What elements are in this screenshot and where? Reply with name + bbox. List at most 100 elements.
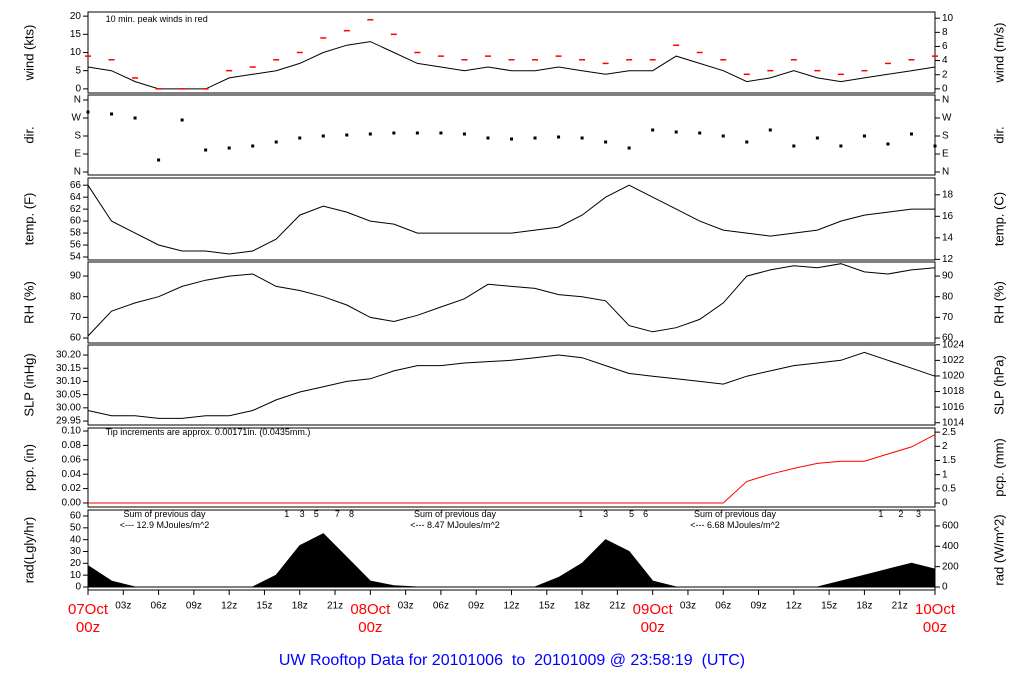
y-tick-label: 15 xyxy=(70,29,82,40)
annotation: 2 xyxy=(898,509,903,519)
y2-tick-label: 14 xyxy=(942,232,954,243)
dir-dot xyxy=(839,144,843,148)
series-area xyxy=(87,533,936,588)
x-tick-label: 15z xyxy=(821,601,837,612)
panel-frame xyxy=(87,427,936,508)
y2-tick-label: 2.5 xyxy=(942,427,956,438)
y-tick-label: 30.15 xyxy=(56,363,81,374)
x-tick-label: 21z xyxy=(327,601,343,612)
series-line xyxy=(87,41,936,90)
x-tick-label: 12z xyxy=(786,601,802,612)
y2-tick-label: S xyxy=(942,131,949,142)
y-tick-label: 60 xyxy=(70,216,82,227)
y2-tick-label: 90 xyxy=(942,271,954,282)
annotation: 1 xyxy=(578,509,583,519)
y2-tick-label: 200 xyxy=(942,561,959,572)
y2-tick-label: 2 xyxy=(942,69,948,80)
y-tick-label: 64 xyxy=(70,192,82,203)
y2-tick-label: 1020 xyxy=(942,371,965,382)
y-tick-label: 50 xyxy=(70,522,82,533)
dir-dot xyxy=(462,132,466,136)
y2-tick-label: 6 xyxy=(942,41,948,52)
x-tick-label: 03z xyxy=(680,601,696,612)
dir-dot xyxy=(227,146,231,150)
y-tick-label: 40 xyxy=(70,534,82,545)
y-tick-label: 60 xyxy=(70,333,82,344)
x-tick-label: 09z xyxy=(750,601,766,612)
y2-tick-label: 12 xyxy=(942,254,954,265)
x-tick-label: 21z xyxy=(609,601,625,612)
y-axis-label: SLP (inHg) xyxy=(21,353,36,416)
y-tick-label: N xyxy=(74,95,81,106)
y-tick-label: 0.00 xyxy=(62,498,82,509)
annotation: 1 xyxy=(284,509,289,519)
y2-tick-label: 2 xyxy=(942,441,948,452)
dir-dot xyxy=(392,131,396,135)
panel-frame xyxy=(87,177,936,261)
y-tick-label: 0.10 xyxy=(62,426,82,437)
dir-dot xyxy=(627,146,631,150)
annotation: 8 xyxy=(349,509,354,519)
x-tick-label: 03z xyxy=(398,601,414,612)
dir-dot xyxy=(251,144,255,148)
annotation: Sum of previous day xyxy=(694,509,777,519)
y2-tick-label: 10 xyxy=(942,13,954,24)
annotation: 3 xyxy=(300,509,305,519)
series-line xyxy=(87,351,936,419)
y2-axis-label: pcp. (mm) xyxy=(991,438,1006,497)
x-tick-label: 15z xyxy=(256,601,272,612)
y2-tick-label: 1018 xyxy=(942,386,965,397)
y2-tick-label: 400 xyxy=(942,541,959,552)
y2-tick-label: 60 xyxy=(942,333,954,344)
y-tick-label: E xyxy=(74,149,81,160)
dir-dot xyxy=(580,136,584,140)
x-tick-label: 18z xyxy=(292,601,308,612)
y2-tick-label: 16 xyxy=(942,211,954,222)
dir-dot xyxy=(510,137,513,141)
panel-frame xyxy=(87,344,936,426)
y-tick-label: 29.95 xyxy=(56,416,81,427)
y2-axis-label: rad (W/m^2) xyxy=(991,514,1006,585)
y-tick-label: 70 xyxy=(70,312,82,323)
y-axis-label: pcp. (in) xyxy=(21,444,36,491)
y2-tick-label: 1014 xyxy=(942,417,965,428)
y-tick-label: 0.04 xyxy=(62,469,82,480)
y2-tick-label: 1024 xyxy=(942,339,965,350)
y2-tick-label: 70 xyxy=(942,312,954,323)
x-tick-label: 21z xyxy=(892,601,908,612)
dir-dot xyxy=(768,128,772,132)
y2-tick-label: 1 xyxy=(942,469,948,480)
y2-axis-label: SLP (hPa) xyxy=(991,355,1006,415)
y-axis-label: RH (%) xyxy=(21,281,36,324)
annotation: 7 xyxy=(335,509,340,519)
annotation: Tip increments are approx. 0.00171in. (0… xyxy=(106,427,311,437)
dir-dot xyxy=(86,110,90,114)
y-tick-label: W xyxy=(72,113,82,124)
annotation: Sum of previous day xyxy=(414,509,497,519)
annotation: 10 min. peak winds in red xyxy=(106,14,208,24)
y-tick-label: 56 xyxy=(70,240,82,251)
panel-frame xyxy=(87,509,936,591)
panel-frame xyxy=(87,261,936,344)
panel-frame xyxy=(87,11,936,94)
dir-dot xyxy=(815,136,819,140)
dir-dot xyxy=(792,144,796,148)
y-tick-label: N xyxy=(74,167,81,178)
dir-dot xyxy=(909,132,913,136)
x-tick-label: 07Oct 00z xyxy=(68,601,109,636)
y2-axis-label: dir. xyxy=(991,126,1006,143)
y2-tick-label: W xyxy=(942,113,952,124)
y-axis-label: dir. xyxy=(21,126,36,143)
dir-dot xyxy=(533,136,537,140)
dir-dot xyxy=(204,148,208,152)
x-tick-label: 15z xyxy=(539,601,555,612)
annotation: 5 xyxy=(314,509,319,519)
y2-tick-label: N xyxy=(942,95,949,106)
y2-tick-label: 600 xyxy=(942,521,959,532)
dir-dot xyxy=(180,118,184,122)
series-line xyxy=(88,434,936,504)
x-tick-label: 09z xyxy=(186,601,202,612)
annotation: <--- 6.68 MJoules/m^2 xyxy=(690,520,780,530)
y-tick-label: 10 xyxy=(70,570,82,581)
